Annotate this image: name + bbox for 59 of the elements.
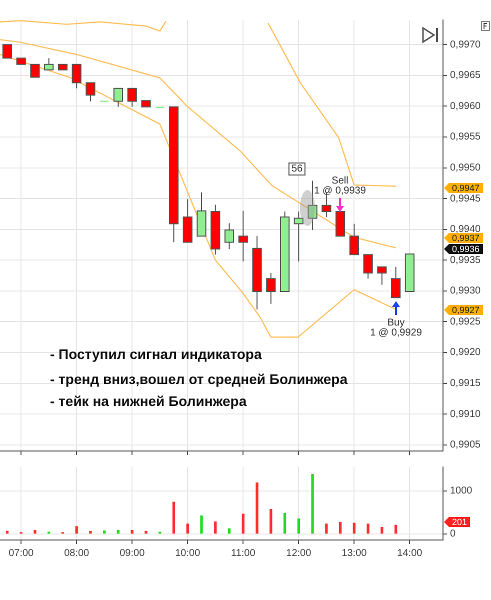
bar [256, 482, 258, 534]
bar [297, 518, 300, 534]
text: 201 [449, 517, 470, 527]
y-tick-label: 0,9930 [450, 286, 482, 297]
bar [186, 524, 189, 534]
y-tick-label: 0,9925 [450, 316, 482, 328]
bar [116, 530, 120, 534]
y-tick-label: 0,9915 [450, 378, 482, 390]
bar [380, 527, 384, 534]
bar [172, 502, 176, 534]
text: 0,9927 [449, 305, 483, 315]
bar [366, 524, 370, 534]
bar [200, 515, 203, 534]
y-tick-label: 0,9905 [450, 440, 482, 451]
text: 0,9936 [449, 244, 483, 254]
y-tick-label: 0 [450, 528, 456, 540]
bar [283, 512, 286, 534]
y-tick-label: 1000 [450, 486, 473, 497]
text: 0,9937 [449, 233, 483, 243]
bar [34, 530, 36, 534]
bar [325, 524, 328, 534]
y-tick-label: 0,9950 [450, 162, 482, 174]
y-tick-label: 0,9970 [450, 39, 482, 50]
y-tick-label: 0,9920 [450, 347, 482, 358]
bar [338, 522, 342, 534]
bar [394, 524, 398, 534]
x-tick-label: 10:00 [175, 548, 201, 559]
annotation: 1 @ 0,9929 [370, 328, 422, 338]
bar [311, 474, 314, 534]
bar [214, 521, 217, 534]
bar [242, 514, 244, 534]
annotation: 56 [288, 162, 306, 176]
bar [75, 526, 78, 534]
x-tick-label: 07:00 [8, 548, 34, 559]
x-tick-label: 13:00 [342, 548, 368, 559]
annotation: 1 @ 0,9939 [314, 186, 366, 196]
y-tick-label: 0,9940 [450, 224, 482, 236]
bar [144, 530, 148, 534]
x-tick-label: 14:00 [397, 548, 423, 559]
x-tick-label: 08:00 [64, 548, 90, 559]
annotation: Sell [332, 176, 348, 186]
bar [89, 530, 92, 534]
x-tick-label: 12:00 [286, 548, 312, 559]
y-tick-label: 0,9935 [450, 254, 482, 266]
y-tick-label: 0,9955 [450, 132, 482, 143]
annotation: - Поступил сигнал индикатора [50, 346, 262, 362]
text: 0,9947 [449, 183, 483, 193]
annotation: Buy [387, 318, 405, 328]
y-tick-label: 0,9965 [450, 70, 482, 82]
y-tick-label: 0,9960 [450, 100, 482, 112]
x-tick-label: 11:00 [231, 548, 256, 559]
x-tick-label: 09:00 [120, 548, 146, 559]
annotation: - тейк на нижней Болинжера [50, 393, 247, 409]
bar [130, 530, 134, 534]
bar [270, 509, 272, 534]
y-tick-label: 0,9910 [450, 408, 482, 420]
annotation: - тренд вниз,вошел от средней Болинжера [50, 371, 348, 387]
y-tick-label: 0,9945 [450, 193, 482, 204]
bar [352, 522, 356, 534]
